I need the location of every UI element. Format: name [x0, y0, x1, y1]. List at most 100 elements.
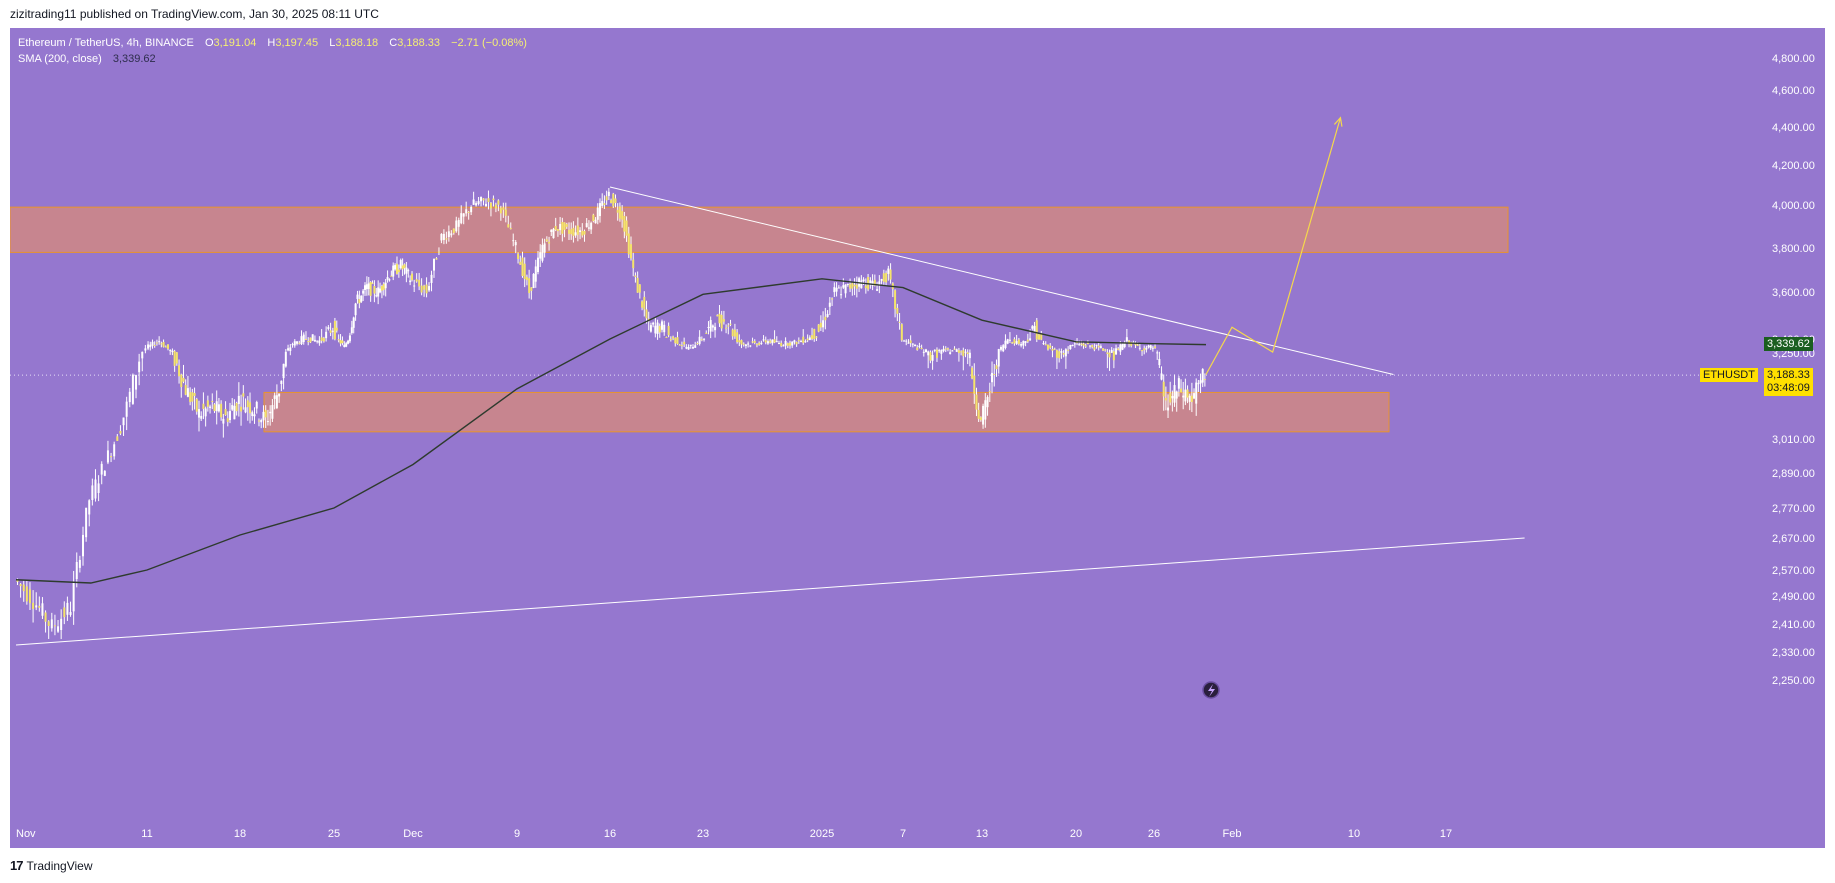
candle-body	[28, 589, 31, 604]
candle-body	[851, 282, 854, 289]
candle-body	[1151, 347, 1154, 349]
resistance-zone	[10, 206, 1509, 253]
candle-body	[678, 344, 681, 346]
candle-body	[1008, 339, 1011, 341]
candle-body	[1203, 379, 1206, 381]
candle-body	[548, 241, 551, 244]
candle-body	[927, 351, 930, 356]
candle-body	[228, 411, 231, 421]
candle-body	[942, 348, 945, 352]
candle-body	[938, 350, 941, 352]
candle-body	[22, 584, 25, 592]
candle-body	[377, 287, 380, 297]
x-tick-label: 17	[1440, 828, 1452, 840]
candle-body	[601, 201, 604, 206]
candle-body	[430, 274, 433, 283]
x-tick-label: 2025	[810, 828, 834, 840]
y-tick-label: 2,250.00	[1772, 675, 1815, 687]
candle-body	[47, 621, 50, 626]
candle-body	[69, 612, 72, 615]
candle-body	[565, 224, 568, 227]
price-chart[interactable]: 4,800.00 4,600.00 4,400.00 4,200.00 4,000.00…	[10, 28, 1825, 848]
candle-body	[186, 388, 189, 397]
candle-body	[817, 324, 820, 332]
chart-legend: Ethereum / TetherUS, 4h, BINANCE O3,191.…	[18, 35, 527, 67]
candle-body	[583, 231, 586, 235]
candle-body	[237, 395, 240, 405]
x-tick-label: 13	[976, 828, 988, 840]
candle-body	[445, 238, 448, 240]
x-tick-label: 9	[514, 828, 520, 840]
x-tick-label: 18	[234, 828, 246, 840]
candle-body	[676, 337, 679, 345]
candle-body	[1190, 395, 1193, 402]
candle-body	[909, 340, 912, 344]
candle-body	[541, 244, 544, 261]
candle-body	[1002, 345, 1005, 352]
candle-body	[266, 421, 269, 423]
candle-body	[452, 228, 455, 233]
candle-body	[722, 319, 725, 322]
time-axis-background	[10, 821, 1825, 848]
candle-body	[1197, 383, 1200, 385]
candle-body	[16, 579, 19, 582]
candle-body	[849, 284, 852, 289]
candle-body	[1006, 339, 1009, 344]
candle-body	[275, 395, 278, 409]
candle-body	[289, 347, 292, 352]
candle-body	[960, 351, 963, 353]
candle-body	[1143, 348, 1146, 351]
candle-body	[1110, 350, 1113, 353]
candle-body	[922, 351, 925, 353]
candle-body	[645, 309, 648, 319]
candle-body	[819, 322, 822, 328]
candle-body	[931, 355, 934, 361]
candle-body	[755, 344, 758, 346]
candle-body	[435, 258, 438, 260]
candle-body	[610, 200, 613, 204]
y-tick-label: 2,670.00	[1772, 533, 1815, 545]
candle-body	[251, 412, 254, 417]
candle-body	[204, 408, 207, 417]
price-axis-background	[1758, 28, 1825, 821]
candle-body	[482, 198, 485, 201]
candle-body	[725, 327, 728, 329]
candle-body	[78, 559, 81, 568]
candle-body	[392, 265, 395, 277]
chart-area[interactable]: 4,800.00 4,600.00 4,400.00 4,200.00 4,000.00…	[10, 28, 1825, 848]
candle-body	[75, 562, 78, 580]
candle-body	[19, 584, 22, 587]
candle-body	[1141, 350, 1144, 352]
candle-body	[153, 344, 156, 346]
candle-body	[1160, 373, 1163, 380]
candle-body	[311, 334, 314, 341]
candle-body	[689, 344, 692, 346]
candle-body	[1071, 345, 1074, 347]
candle-body	[497, 200, 500, 205]
candle-body	[1046, 344, 1049, 350]
candle-body	[1115, 348, 1118, 355]
candle-body	[738, 340, 741, 343]
candle-body	[211, 400, 214, 402]
y-tick-label: 3,010.00	[1772, 434, 1815, 446]
candle-body	[545, 239, 548, 242]
candle-body	[322, 338, 325, 342]
candle-body	[977, 409, 980, 419]
candle-body	[356, 294, 359, 299]
candle-body	[634, 275, 637, 277]
candle-body	[1042, 343, 1045, 345]
candle-body	[339, 340, 342, 344]
y-tick-label: 2,570.00	[1772, 565, 1815, 577]
candle-body	[1117, 348, 1120, 350]
legend-ohlc-row: Ethereum / TetherUS, 4h, BINANCE O3,191.…	[18, 35, 527, 51]
candle-body	[1049, 345, 1052, 348]
candle-body	[536, 257, 539, 272]
candle-body	[707, 326, 710, 329]
candle-body	[951, 350, 954, 352]
candle-body	[587, 227, 590, 229]
candle-body	[151, 341, 154, 346]
candle-body	[472, 199, 475, 205]
candle-body	[612, 193, 615, 207]
candle-body	[178, 365, 181, 377]
candle-body	[138, 361, 141, 373]
